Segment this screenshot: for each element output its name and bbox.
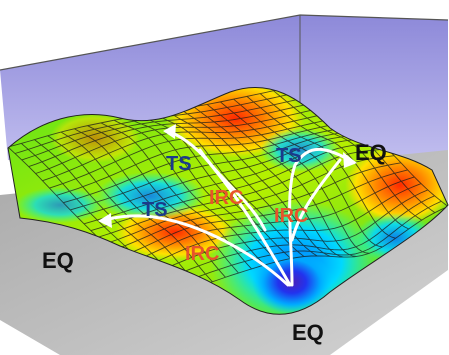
mesh-line-v	[70, 129, 361, 211]
mesh-line-v	[42, 111, 334, 182]
mesh-line-v	[28, 100, 321, 168]
mesh-line-v	[97, 148, 388, 238]
arrowhead-left	[98, 213, 112, 228]
eq-label-bottom: EQ	[292, 320, 324, 345]
arrowhead-upper-left	[163, 124, 176, 139]
arrowhead-upper-right	[343, 152, 357, 168]
mesh-line-v	[139, 189, 428, 279]
path-to-left-ts	[103, 214, 290, 287]
labels: EQ EQ EQ TS TS TS IRC IRC IRC	[42, 140, 387, 345]
mesh-line-v	[49, 116, 341, 189]
energy-surface	[7, 87, 449, 315]
mesh-line-v	[111, 162, 401, 252]
ts-label-left: TS	[142, 199, 168, 221]
mesh-line-v	[21, 95, 314, 161]
mesh-line-v	[152, 200, 442, 294]
mesh-line-v	[132, 183, 422, 272]
irc-label-center: IRC	[209, 187, 243, 209]
mesh-line-v	[125, 176, 415, 265]
path-extension-upper-left	[198, 148, 267, 232]
ts-label-upper-left: TS	[166, 153, 192, 175]
mesh-line-v	[35, 106, 328, 174]
path-to-upper-right-ts	[288, 147, 352, 287]
eq-label-left: EQ	[42, 248, 74, 273]
irc-label-lower: IRC	[185, 243, 219, 265]
mesh-line-v	[83, 137, 375, 225]
reaction-paths	[103, 130, 352, 287]
path-extension-right	[290, 158, 342, 242]
irc-label-right: IRC	[274, 205, 308, 227]
ts-label-upper-right: TS	[276, 145, 302, 167]
mesh-line-v	[76, 133, 368, 218]
path-arrowheads	[98, 124, 357, 228]
mesh-line-v	[118, 169, 408, 258]
mesh-line-v	[56, 121, 348, 196]
eq-label-top-right: EQ	[355, 140, 387, 165]
mesh-line-v	[63, 125, 354, 204]
